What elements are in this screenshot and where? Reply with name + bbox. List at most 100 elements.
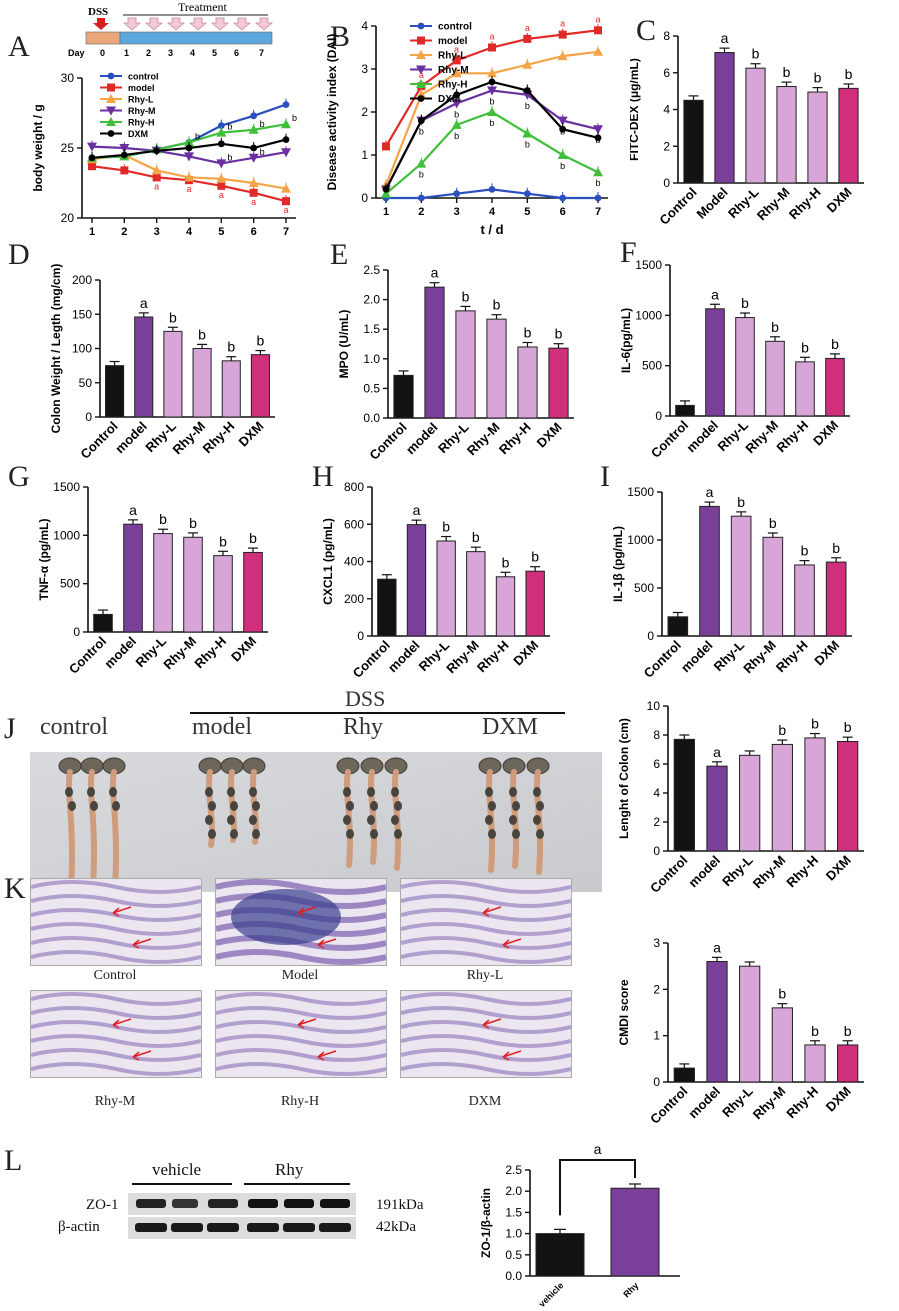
- crypt-band: [31, 992, 201, 1006]
- annotation-arrow-icon: [317, 1050, 337, 1061]
- y-tick-label: 3: [361, 62, 368, 76]
- significance-letter: a: [129, 502, 137, 518]
- legend-label: Rhy-H: [438, 80, 467, 91]
- data-point: [522, 128, 533, 138]
- x-tick-label: model: [101, 634, 139, 672]
- x-tick-label: 7: [595, 206, 601, 218]
- fecal-pellet: [112, 801, 120, 811]
- annotation-arrow-icon: [317, 938, 337, 949]
- y-tick-label: 1: [653, 1029, 660, 1043]
- y-tick-label: 2: [653, 982, 660, 996]
- x-tick-label: Rhy-H: [783, 1084, 821, 1122]
- y-tick-label: 4: [653, 786, 660, 800]
- significance-bracket: [559, 1159, 636, 1216]
- crypt-band: [31, 936, 201, 950]
- bar: [838, 87, 859, 184]
- photo-group-model: model: [192, 714, 252, 740]
- y-tick-label: 8: [663, 29, 670, 43]
- y-tick-label: 1.0: [505, 1227, 522, 1241]
- x-tick-label: 7: [283, 226, 289, 238]
- annotation-arrow-icon: [502, 1050, 522, 1061]
- fecal-pellet: [346, 829, 354, 839]
- y-tick-label: 150: [72, 307, 92, 321]
- bar: [495, 576, 516, 637]
- significance-letter: b: [493, 297, 501, 313]
- zo1-band: [248, 1199, 278, 1208]
- significance-letter: b: [419, 170, 424, 180]
- x-tick-label: Model: [693, 185, 730, 222]
- histology-caption-rhy-l: Rhy-L: [466, 968, 504, 983]
- significance-letter: a: [186, 184, 191, 194]
- actin-band: [135, 1223, 167, 1232]
- significance-letter: b: [227, 152, 232, 162]
- significance-letter: b: [560, 127, 565, 137]
- x-tick-label: Control: [647, 853, 690, 896]
- data-point: [488, 186, 496, 193]
- crypt-band: [401, 922, 571, 936]
- fecal-pellet: [205, 815, 213, 825]
- timeline-dss-label: DSS: [88, 6, 108, 18]
- bar: [486, 318, 507, 419]
- y-tick-label: 200: [344, 592, 364, 606]
- chart-il1b: 0 500 1000 1500 IL-1β (pg/mL) Control a model b R…: [611, 484, 852, 681]
- x-tick-label: Rhy-M: [750, 853, 789, 892]
- legend-label: DXM: [438, 94, 460, 105]
- crypt-band: [401, 1006, 571, 1020]
- y-tick-label: 1.0: [363, 352, 380, 366]
- significance-letter: b: [832, 540, 840, 556]
- fecal-pellet: [367, 815, 375, 825]
- fecal-pellet: [512, 801, 520, 811]
- x-tick-label: Rhy-H: [773, 418, 811, 456]
- y-tick-label: 4: [663, 103, 670, 117]
- crypt-band: [401, 880, 571, 894]
- photo-group-control: control: [40, 714, 108, 740]
- data-point: [184, 172, 194, 182]
- bar: [795, 361, 815, 417]
- fecal-pellet: [68, 801, 76, 811]
- actin-band: [247, 1223, 279, 1232]
- annotation-arrow-icon: [132, 938, 152, 949]
- bar: [183, 536, 203, 633]
- x-tick-label: 4: [186, 226, 193, 238]
- data-point: [416, 65, 426, 75]
- x-tick-label: DXM: [824, 185, 855, 216]
- bar: [153, 533, 173, 633]
- x-tick-label: Rhy-M: [443, 638, 482, 677]
- data-point: [594, 26, 602, 35]
- colon-photo: [30, 752, 602, 892]
- y-tick-label: 1000: [635, 308, 662, 322]
- bar: [825, 357, 845, 417]
- fecal-pellet: [488, 801, 496, 811]
- y-tick-label: 0: [357, 629, 364, 643]
- y-tick-label: 0: [653, 1075, 660, 1089]
- panel-letter-k: K: [4, 872, 26, 905]
- data-point: [382, 186, 390, 193]
- bar: [610, 1187, 660, 1277]
- x-tick-label: Rhy-M: [160, 634, 199, 673]
- x-tick-label: Rhy-L: [719, 1083, 756, 1120]
- bar: [683, 99, 704, 184]
- timeline-day-number: 2: [146, 48, 151, 58]
- data-point: [106, 117, 116, 126]
- annotation-arrow-icon: [132, 1050, 152, 1061]
- data-point: [120, 151, 128, 159]
- panel-letter-j: J: [4, 712, 16, 745]
- fecal-pellet: [370, 801, 378, 811]
- x-axis-label: t / d: [480, 222, 503, 237]
- data-point: [152, 173, 161, 182]
- x-tick-label: Rhy-M: [754, 185, 793, 224]
- chart-colon-weight: 0 50 100 150 200 Colon Weight / Legth (mg/cm)…: [49, 264, 275, 462]
- legend-label: model: [128, 83, 155, 93]
- data-point: [248, 153, 259, 163]
- fecal-pellet: [394, 829, 402, 839]
- y-tick-label: 0: [653, 844, 660, 858]
- panel-letter-i: I: [600, 460, 610, 493]
- crypt-band: [31, 1062, 201, 1076]
- fecal-pellet: [227, 787, 235, 797]
- data-point: [106, 94, 116, 103]
- crypt-band: [31, 950, 201, 964]
- data-point: [557, 116, 568, 126]
- bar: [436, 540, 456, 637]
- bar: [804, 1044, 826, 1083]
- x-tick-label: DXM: [534, 420, 565, 451]
